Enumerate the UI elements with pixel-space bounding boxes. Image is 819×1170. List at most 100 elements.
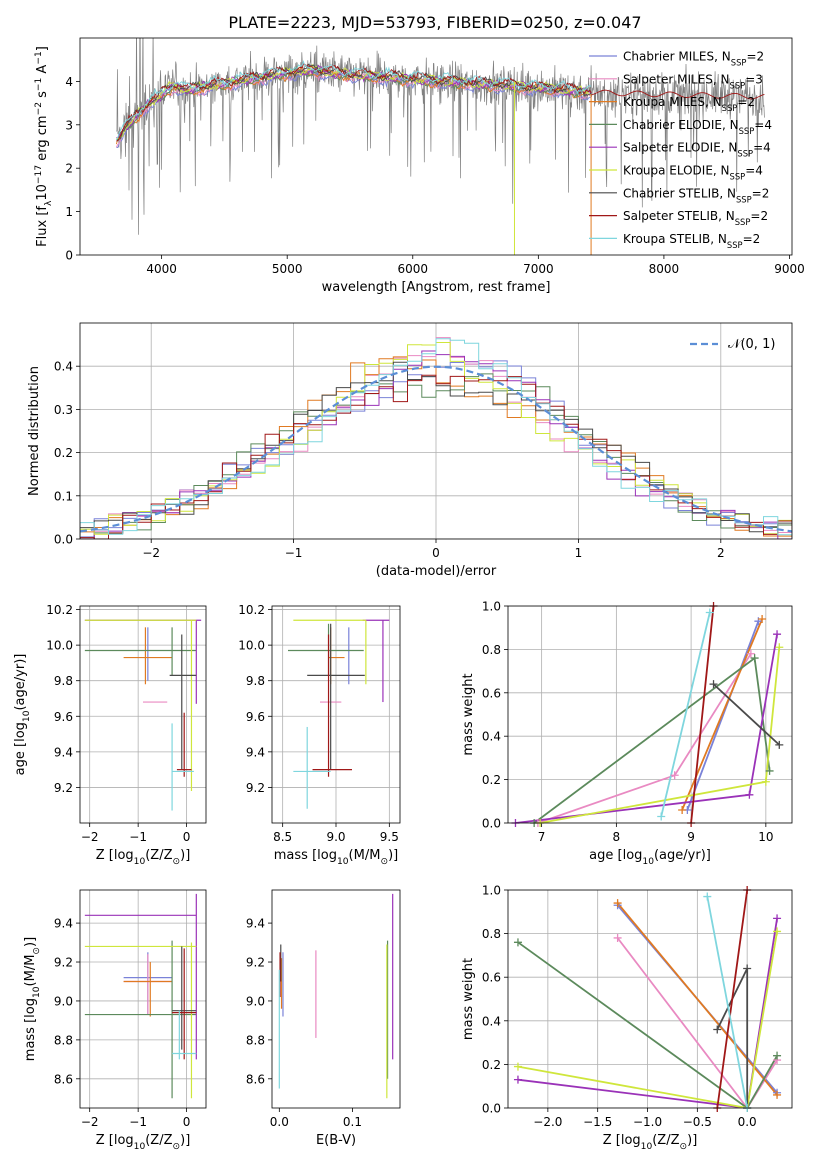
x-axis-label-part: (Z/Z [652, 1133, 679, 1148]
x-axis-label-part: 10 [337, 857, 349, 867]
mass-weight-line [517, 918, 778, 1108]
legend-nssp-value: =3 [745, 72, 763, 86]
mass-weight-marker [745, 790, 754, 799]
x-axis-label-part: ⊙ [173, 857, 181, 867]
x-axis-label-part: age [log [589, 848, 642, 863]
x-axis-label-part: ⊙ [380, 857, 388, 867]
legend-series-name: Kroupa MILES, N [623, 95, 722, 109]
x-axis-label-part: 10 [134, 857, 146, 867]
y-tick-label: 9.4 [246, 745, 265, 759]
x-tick-label: 8000 [649, 262, 680, 276]
model-line-salpeter-stelib [116, 63, 592, 142]
y-tick-label: 0.0 [482, 817, 501, 831]
legend-series-name: Chabrier ELODIE, N [623, 118, 739, 132]
y-axis-label: mass weight [461, 958, 476, 1040]
x-axis-label-part: 10 [641, 1142, 653, 1152]
y-tick-label: 9.0 [54, 994, 73, 1008]
mass-weight-marker [513, 938, 522, 947]
mass-weight-line [716, 890, 749, 1108]
x-axis-label-part: Z [log [96, 1133, 134, 1148]
legend-nssp-value: =2 [746, 50, 764, 64]
y-axis-label-part: 10 [32, 986, 42, 998]
x-tick-label: 9.5 [380, 830, 399, 844]
mass-weight-marker [513, 1075, 522, 1084]
y-axis-label-part: (M/M [23, 955, 38, 987]
y-tick-label: 0.3 [54, 403, 73, 417]
plot-area [508, 606, 792, 823]
x-axis-label: Z [log10(Z/Z⊙)] [96, 1133, 191, 1152]
legend-nssp-value: =2 [737, 95, 755, 109]
model-line-salpeter-miles [115, 68, 592, 148]
legend-label: Kroupa ELODIE, NSSP=4 [623, 164, 763, 182]
legend-label: Chabrier STELIB, NSSP=2 [623, 186, 769, 204]
model-line-extension [590, 89, 765, 100]
mass-weight-marker [746, 649, 755, 658]
axes-frame [271, 889, 401, 1109]
y-axis-label-part: −2 [34, 102, 44, 115]
x-tick-label: 6000 [397, 262, 428, 276]
legend-series-name: Kroupa ELODIE, N [623, 164, 730, 178]
legend-subscript: SSP [737, 149, 753, 159]
y-tick-label: 0.0 [54, 533, 73, 547]
model-line-kroupa-stelib [116, 60, 592, 141]
axes-frame [507, 605, 793, 824]
axes-frame [79, 322, 793, 540]
legend-label: 𝒩(0, 1) [728, 337, 775, 352]
x-axis-label: age [log10(age/yr)] [589, 848, 711, 867]
y-axis-label-part: ⊙ [32, 947, 42, 955]
x-tick-label: −1 [129, 830, 147, 844]
axes-frame [79, 605, 207, 824]
x-tick-label: 7000 [523, 262, 554, 276]
y-tick-label: 9.2 [246, 956, 265, 970]
legend-series-name: Chabrier MILES, N [623, 50, 731, 64]
mass-weight-marker [713, 1025, 722, 1034]
legend-nssp-value: =2 [750, 209, 768, 223]
x-axis-label-part: 10 [134, 1142, 146, 1152]
mass-weight-marker [678, 805, 687, 814]
legend-label: Chabrier ELODIE, NSSP=4 [623, 118, 772, 136]
x-axis-label: mass [log10(M/M⊙)] [274, 848, 398, 867]
x-tick-label: 0 [183, 830, 191, 844]
x-tick-label: 10 [758, 830, 773, 844]
legend-subscript: SSP [735, 217, 751, 227]
x-tick-label: −1.0 [633, 1115, 662, 1129]
y-tick-label: 10.2 [46, 603, 73, 617]
y-tick-label: 3 [65, 118, 73, 132]
figure-title: PLATE=2223, MJD=53793, FIBERID=0250, z=0… [228, 13, 641, 32]
x-axis-label-part: (M/M [349, 848, 381, 863]
mass-weight-marker [773, 914, 782, 923]
y-tick-label: 8.6 [54, 1072, 73, 1086]
y-tick-label: 0.6 [482, 971, 501, 985]
y-axis-label-part: λ [44, 200, 54, 206]
gaussian-reference-curve [80, 365, 792, 533]
y-tick-label: 9.0 [246, 994, 265, 1008]
x-axis-label-part: )] [180, 1133, 190, 1148]
legend-label-part: 𝒩 [728, 337, 743, 352]
x-axis-label: wavelength [Angstrom, rest frame] [322, 280, 551, 295]
x-axis-label: Z [log10(Z/Z⊙)] [96, 848, 191, 867]
mass-weight-line [616, 937, 778, 1108]
x-tick-label: −1.5 [583, 1115, 612, 1129]
y-tick-label: 9.2 [54, 781, 73, 795]
y-axis-label-part: A [35, 65, 50, 78]
mass-weight-marker [613, 933, 622, 942]
y-axis-label-part: mass [log [23, 998, 38, 1061]
y-tick-label: 9.8 [246, 674, 265, 688]
y-axis-label-part: −17 [34, 165, 44, 184]
x-tick-label: −1 [285, 546, 303, 560]
x-axis-label-part: ⊙ [173, 1142, 181, 1152]
legend-series-name: Chabrier STELIB, N [623, 186, 736, 200]
legend-label: Salpeter MILES, NSSP=3 [623, 72, 763, 90]
x-axis-label: Z [log10(Z/Z⊙)] [603, 1133, 698, 1152]
x-axis-label: E(B-V) [316, 1133, 356, 1148]
y-tick-label: 0.2 [482, 1058, 501, 1072]
y-axis-label-part: (age/yr)] [13, 654, 28, 711]
x-tick-label: 9.0 [326, 830, 345, 844]
y-tick-label: 0.4 [54, 360, 73, 374]
mass-weight-line [706, 896, 749, 1108]
mass-weight-marker [773, 927, 782, 936]
legend-label-part: (0, 1) [740, 337, 775, 352]
legend-subscript: SSP [736, 194, 752, 204]
